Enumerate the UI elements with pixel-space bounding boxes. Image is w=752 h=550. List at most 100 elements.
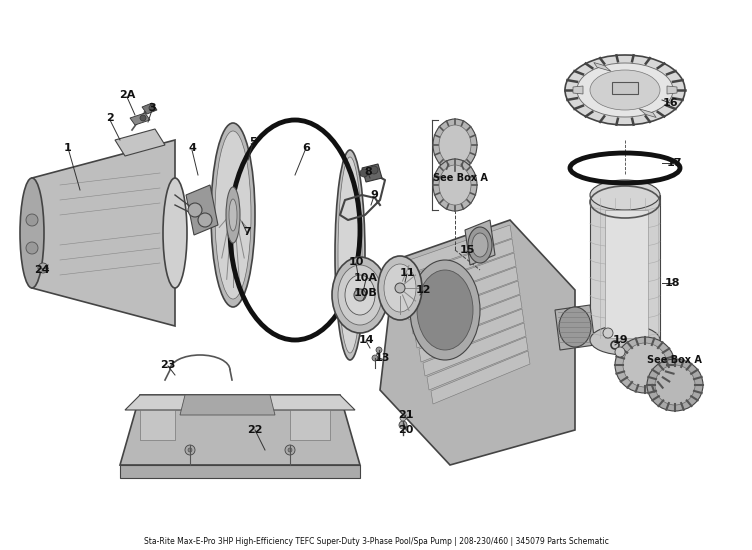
Text: 18: 18 [664, 278, 680, 288]
Circle shape [198, 213, 212, 227]
Text: See Box A: See Box A [432, 173, 487, 183]
Circle shape [149, 105, 155, 111]
Circle shape [26, 214, 38, 226]
Circle shape [376, 347, 382, 353]
Polygon shape [639, 109, 656, 118]
Text: 10: 10 [348, 257, 364, 267]
Polygon shape [423, 323, 526, 376]
Text: 1: 1 [64, 143, 72, 153]
Ellipse shape [410, 260, 480, 360]
Polygon shape [290, 410, 330, 440]
Text: 14: 14 [358, 335, 374, 345]
Polygon shape [125, 395, 355, 410]
Ellipse shape [590, 180, 660, 210]
Ellipse shape [211, 123, 255, 307]
Circle shape [26, 242, 38, 254]
Polygon shape [573, 86, 583, 94]
Ellipse shape [577, 63, 673, 117]
Ellipse shape [229, 199, 237, 231]
Polygon shape [142, 103, 157, 114]
Ellipse shape [468, 227, 492, 263]
Polygon shape [115, 129, 165, 156]
Polygon shape [555, 305, 595, 350]
Text: 11: 11 [399, 268, 415, 278]
Text: 12: 12 [415, 285, 431, 295]
Ellipse shape [439, 125, 471, 165]
Text: 3: 3 [148, 103, 156, 113]
Circle shape [38, 263, 48, 273]
Polygon shape [403, 253, 516, 306]
Polygon shape [362, 164, 382, 182]
Ellipse shape [615, 337, 675, 393]
Ellipse shape [565, 55, 685, 125]
Polygon shape [415, 295, 522, 348]
Circle shape [400, 415, 406, 421]
Circle shape [185, 445, 195, 455]
Polygon shape [120, 395, 360, 465]
Ellipse shape [338, 265, 382, 325]
Polygon shape [465, 220, 495, 265]
Text: 5: 5 [249, 137, 257, 147]
Polygon shape [419, 309, 524, 362]
Circle shape [399, 421, 407, 429]
Polygon shape [395, 225, 512, 278]
Polygon shape [399, 239, 514, 292]
Ellipse shape [226, 187, 240, 243]
Circle shape [188, 203, 202, 217]
Text: 17: 17 [666, 158, 682, 168]
Ellipse shape [623, 343, 667, 387]
Ellipse shape [20, 178, 44, 288]
Circle shape [285, 445, 295, 455]
Ellipse shape [163, 178, 187, 288]
Ellipse shape [472, 233, 488, 257]
Circle shape [372, 355, 378, 361]
Text: 8: 8 [364, 167, 372, 177]
Circle shape [395, 283, 405, 293]
Text: See Box A: See Box A [647, 355, 702, 365]
Polygon shape [411, 281, 520, 334]
Text: Sta-Rite Max-E-Pro 3HP High-Efficiency TEFC Super-Duty 3-Phase Pool/Spa Pump | 2: Sta-Rite Max-E-Pro 3HP High-Efficiency T… [144, 537, 608, 547]
Ellipse shape [439, 165, 471, 205]
Polygon shape [140, 410, 175, 440]
Circle shape [354, 289, 366, 301]
Polygon shape [594, 63, 611, 71]
Text: 13: 13 [374, 353, 390, 363]
Circle shape [603, 328, 613, 338]
Text: 2: 2 [106, 113, 114, 123]
Bar [612, 82, 638, 94]
Text: 4: 4 [188, 143, 196, 153]
Circle shape [615, 347, 625, 357]
Ellipse shape [332, 257, 388, 333]
Text: 7: 7 [243, 227, 251, 237]
Text: 21: 21 [399, 410, 414, 420]
Polygon shape [180, 395, 275, 415]
Polygon shape [667, 86, 677, 94]
Polygon shape [32, 140, 175, 326]
Ellipse shape [647, 359, 703, 411]
Ellipse shape [433, 119, 477, 171]
Circle shape [188, 448, 192, 452]
Ellipse shape [559, 307, 591, 347]
Ellipse shape [215, 131, 251, 299]
Text: 6: 6 [302, 143, 310, 153]
Polygon shape [130, 113, 150, 125]
Ellipse shape [338, 157, 362, 353]
Ellipse shape [655, 365, 695, 405]
Polygon shape [407, 267, 518, 320]
Circle shape [288, 448, 292, 452]
Text: 16: 16 [663, 98, 678, 108]
Polygon shape [590, 195, 660, 340]
Circle shape [140, 115, 146, 121]
Ellipse shape [590, 325, 660, 355]
Ellipse shape [384, 264, 416, 312]
Text: 20: 20 [399, 425, 414, 435]
Text: 19: 19 [613, 335, 629, 345]
Text: 22: 22 [247, 425, 262, 435]
Polygon shape [431, 351, 530, 404]
Circle shape [370, 166, 378, 174]
Polygon shape [605, 210, 648, 338]
Polygon shape [186, 185, 218, 235]
Text: 10B: 10B [354, 288, 378, 298]
Ellipse shape [378, 256, 422, 320]
Text: 10A: 10A [354, 273, 378, 283]
